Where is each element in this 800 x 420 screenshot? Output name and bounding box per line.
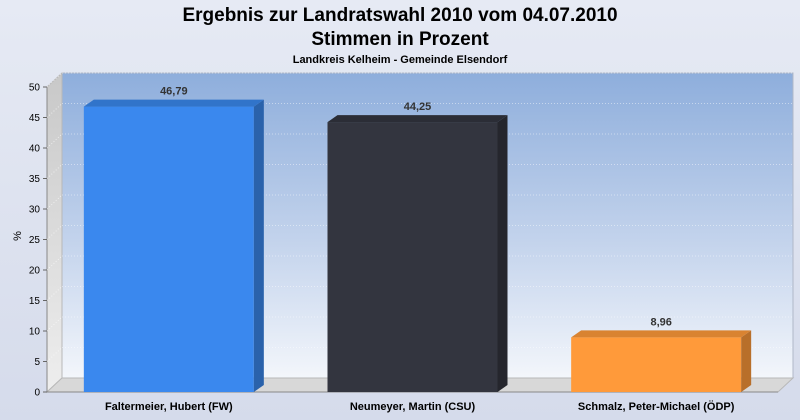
gridline-side: [46, 255, 63, 271]
bar: 46,79: [83, 86, 264, 393]
x-tick-label: Neumeyer, Martin (CSU): [350, 401, 476, 413]
x-tick-label: Schmalz, Peter-Michael (ÖDP): [578, 400, 735, 413]
gridline-side: [46, 164, 63, 179]
gridline-side: [46, 194, 63, 210]
y-tick-label: 0: [34, 388, 40, 399]
gridline-side: [46, 225, 63, 240]
y-tick-label: 15: [29, 296, 41, 307]
gridline-side: [46, 103, 63, 118]
y-tick-label: 5: [34, 357, 40, 368]
bar-top: [83, 99, 264, 107]
y-tick-label: 45: [29, 113, 41, 124]
bar-front: [327, 122, 498, 392]
data-label: 8,96: [650, 316, 671, 328]
y-tick-label: 20: [29, 266, 41, 277]
chart-title-line-2: Stimmen in Prozent: [311, 29, 489, 50]
y-tick-label: 30: [29, 205, 41, 216]
bar: 8,96: [571, 316, 752, 392]
bar-top: [571, 330, 752, 338]
chart-subtitle: Landkreis Kelheim - Gemeinde Elsendorf: [292, 54, 508, 66]
bar-side: [497, 115, 508, 392]
y-tick-label: 25: [29, 235, 41, 246]
gridline-side: [46, 316, 63, 332]
y-tick-label: 40: [29, 144, 41, 155]
gridline-side: [46, 133, 63, 149]
plot-side-wall: [46, 71, 63, 394]
y-axis-label: %: [12, 231, 24, 241]
y-tick-label: 50: [29, 83, 41, 94]
bar-side: [741, 330, 752, 392]
x-tick-label: Faltermeier, Hubert (FW): [105, 401, 233, 413]
bar-top: [327, 115, 508, 123]
gridline-side: [46, 347, 63, 362]
chart-title: Ergebnis zur Landratswahl 2010 vom 04.07…: [182, 5, 618, 26]
bar-front: [571, 337, 742, 392]
data-label: 44,25: [404, 101, 432, 113]
y-tick-label: 10: [29, 327, 41, 338]
bar: 44,25: [327, 101, 508, 392]
y-tick-label: 35: [29, 174, 41, 185]
bar-side: [253, 99, 264, 393]
gridline-side: [46, 72, 63, 88]
gridline-side: [46, 286, 63, 301]
data-label: 46,79: [160, 86, 188, 98]
bar-front: [83, 106, 254, 393]
